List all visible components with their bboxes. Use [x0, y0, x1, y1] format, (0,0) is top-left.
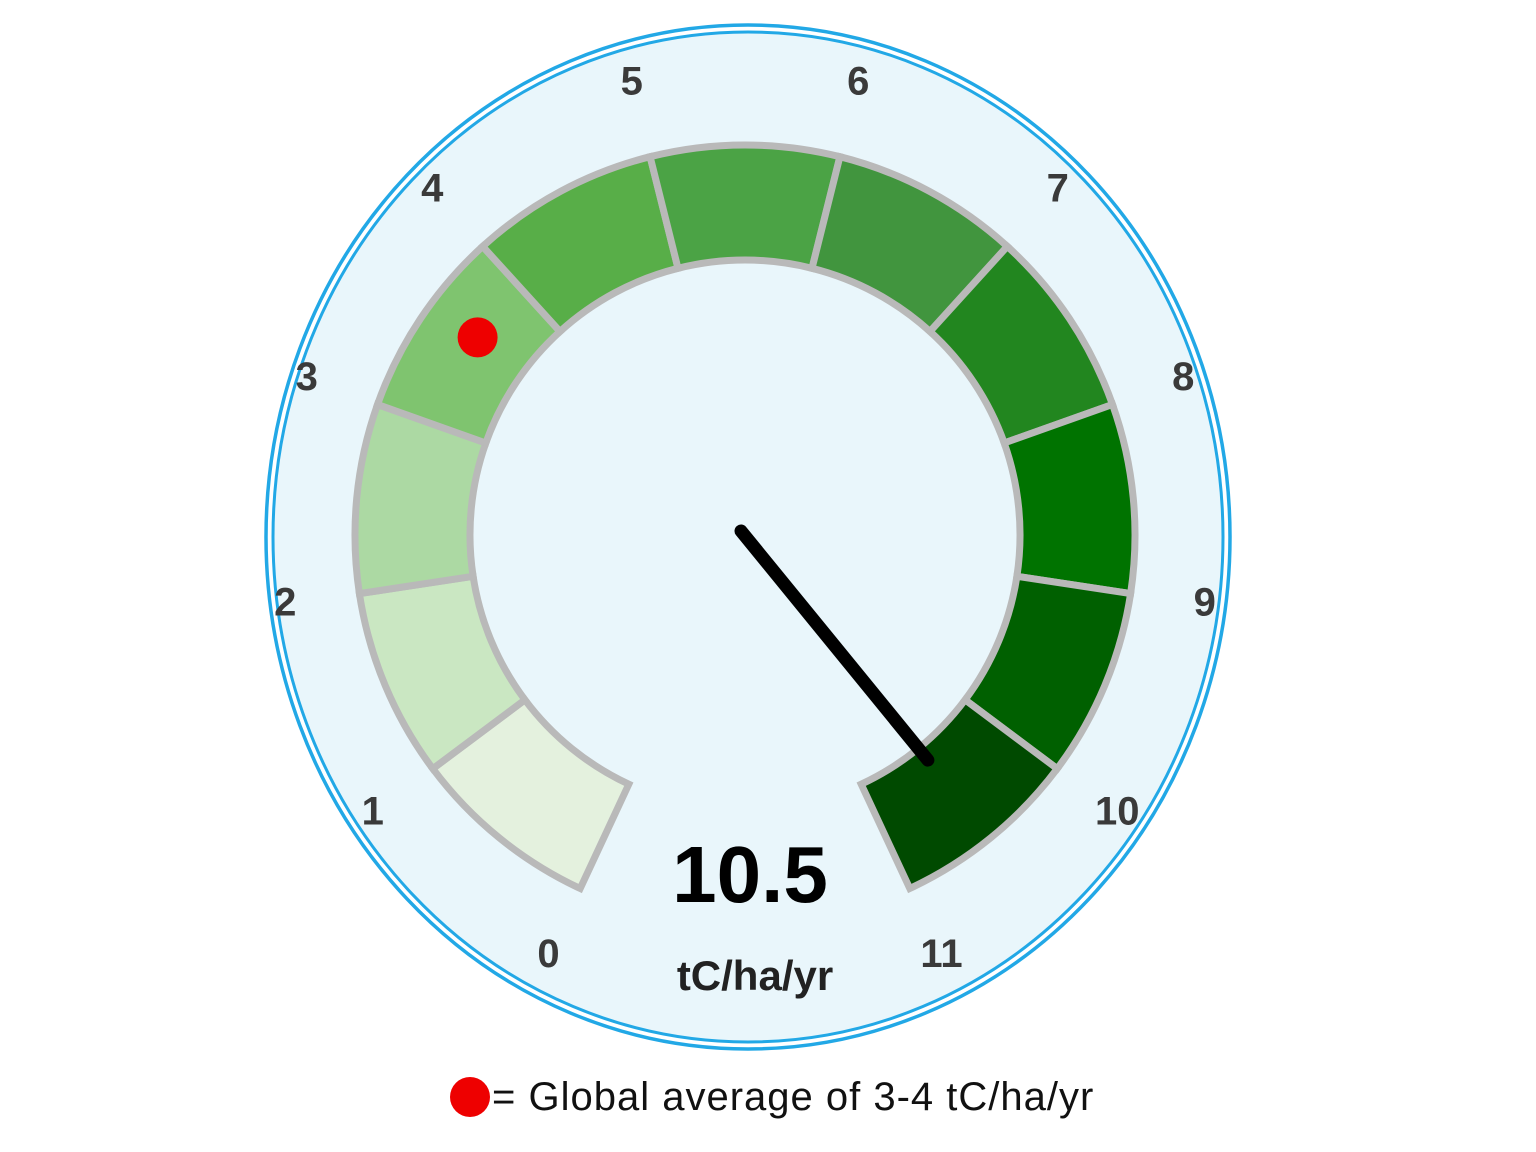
gauge-segment-8: [999, 400, 1139, 598]
gauge-segment-10: [856, 694, 1063, 894]
legend: = Global average of 3-4 tC/ha/yr: [450, 1072, 1094, 1122]
tick-label-3: 3: [296, 355, 318, 399]
tick-label-4: 4: [421, 166, 444, 210]
tick-label-8: 8: [1172, 355, 1194, 399]
tick-label-1: 1: [362, 789, 384, 833]
tick-label-7: 7: [1047, 166, 1069, 210]
legend-marker-icon: [450, 1077, 490, 1117]
gauge-needle: [734, 524, 935, 767]
gauge-value: 10.5: [672, 830, 828, 919]
legend-text: = Global average of 3-4 tC/ha/yr: [492, 1074, 1095, 1119]
global-average-marker: [457, 317, 498, 358]
tick-label-2: 2: [274, 580, 296, 624]
gauge-tick-labels: 0 1 2 3 4 5 6 7 8 9 10 11: [274, 60, 1216, 976]
gauge-segment-5: [645, 141, 845, 273]
gauge-outer-rim: [264, 23, 1232, 1051]
tick-label-5: 5: [621, 60, 643, 104]
gauge-unit: tC/ha/yr: [677, 952, 833, 999]
tick-label-11: 11: [920, 932, 962, 976]
tick-label-6: 6: [847, 60, 869, 104]
gauge-segments: [351, 141, 1139, 894]
tick-label-0: 0: [537, 932, 559, 976]
tick-label-10: 10: [1095, 789, 1140, 833]
tick-label-9: 9: [1194, 580, 1216, 624]
